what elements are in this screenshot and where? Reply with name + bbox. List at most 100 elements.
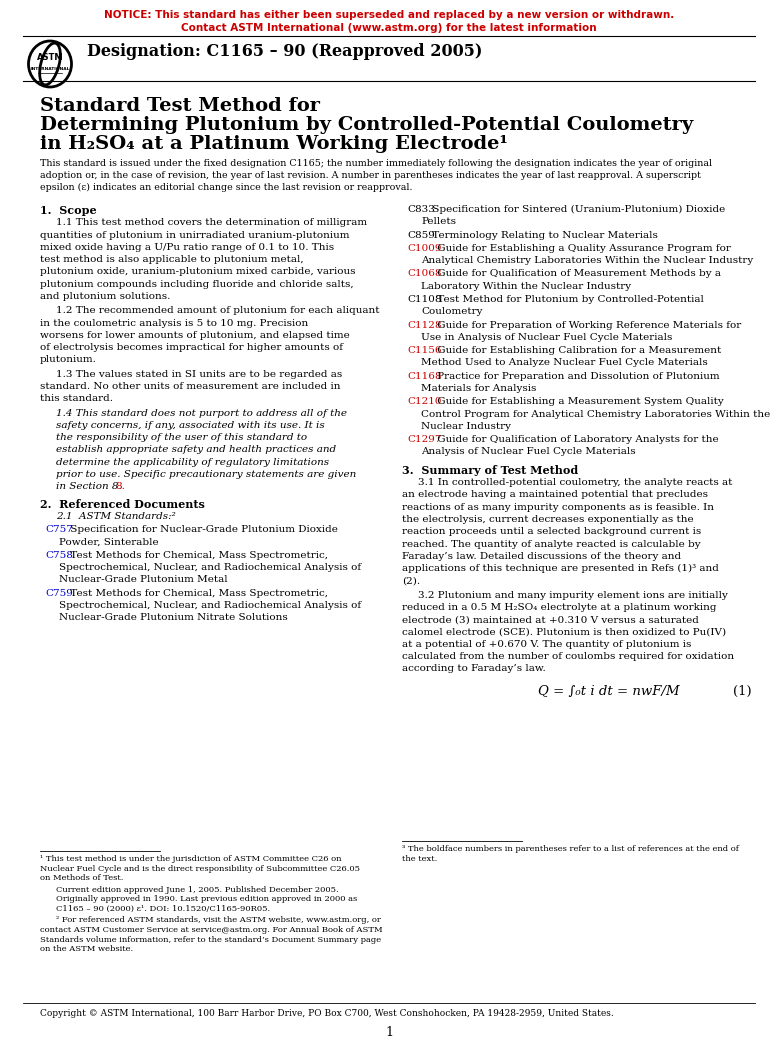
- Text: the electrolysis, current decreases exponentially as the: the electrolysis, current decreases expo…: [402, 515, 694, 524]
- Text: this standard.: this standard.: [40, 395, 113, 403]
- Text: C759: C759: [45, 589, 73, 598]
- Text: Guide for Qualification of Laboratory Analysts for the: Guide for Qualification of Laboratory An…: [434, 435, 719, 445]
- Text: electrode (3) maintained at +0.310 V versus a saturated: electrode (3) maintained at +0.310 V ver…: [402, 615, 699, 625]
- Text: on Methods of Test.: on Methods of Test.: [40, 874, 124, 882]
- Text: Practice for Preparation and Dissolution of Plutonium: Practice for Preparation and Dissolution…: [434, 372, 720, 381]
- Text: contact ASTM Customer Service at service@astm.org. For Annual Book of ASTM: contact ASTM Customer Service at service…: [40, 926, 383, 934]
- Text: 1.2 The recommended amount of plutonium for each aliquant: 1.2 The recommended amount of plutonium …: [56, 306, 380, 315]
- Text: Determining Plutonium by Controlled-Potential Coulometry: Determining Plutonium by Controlled-Pote…: [40, 116, 693, 134]
- Text: C859: C859: [407, 230, 435, 239]
- Text: 1.3 The values stated in SI units are to be regarded as: 1.3 The values stated in SI units are to…: [56, 370, 342, 379]
- Text: Current edition approved June 1, 2005. Published December 2005.: Current edition approved June 1, 2005. P…: [56, 886, 338, 894]
- Text: C1068: C1068: [407, 270, 441, 278]
- Text: Guide for Preparation of Working Reference Materials for: Guide for Preparation of Working Referen…: [434, 321, 741, 330]
- Text: in Section 8.: in Section 8.: [56, 482, 121, 491]
- Text: and plutonium solutions.: and plutonium solutions.: [40, 291, 170, 301]
- Text: ³ The boldface numbers in parentheses refer to a list of references at the end o: ³ The boldface numbers in parentheses re…: [402, 845, 739, 853]
- Text: 3.  Summary of Test Method: 3. Summary of Test Method: [402, 464, 578, 476]
- Text: Control Program for Analytical Chemistry Laboratories Within the: Control Program for Analytical Chemistry…: [421, 409, 770, 418]
- Text: 2.  Referenced Documents: 2. Referenced Documents: [40, 499, 205, 510]
- Text: Copyright © ASTM International, 100 Barr Harbor Drive, PO Box C700, West Conshoh: Copyright © ASTM International, 100 Barr…: [40, 1009, 614, 1018]
- Text: prior to use. Specific precautionary statements are given: prior to use. Specific precautionary sta…: [56, 471, 356, 479]
- Text: ² For referenced ASTM standards, visit the ASTM website, www.astm.org, or: ² For referenced ASTM standards, visit t…: [56, 916, 381, 924]
- Text: Guide for Qualification of Measurement Methods by a: Guide for Qualification of Measurement M…: [434, 270, 721, 278]
- Text: applications of this technique are presented in Refs (1)³ and: applications of this technique are prese…: [402, 564, 719, 574]
- Text: 1.1 This test method covers the determination of milligram: 1.1 This test method covers the determin…: [56, 219, 367, 227]
- Text: reaction proceeds until a selected background current is: reaction proceeds until a selected backg…: [402, 527, 701, 536]
- Text: Materials for Analysis: Materials for Analysis: [421, 384, 536, 393]
- Text: in H₂SO₄ at a Platinum Working Electrode¹: in H₂SO₄ at a Platinum Working Electrode…: [40, 135, 508, 153]
- Text: Nuclear-Grade Plutonium Nitrate Solutions: Nuclear-Grade Plutonium Nitrate Solution…: [59, 613, 288, 623]
- Text: ASTM: ASTM: [37, 52, 63, 61]
- Text: Method Used to Analyze Nuclear Fuel Cycle Materials: Method Used to Analyze Nuclear Fuel Cycl…: [421, 358, 708, 367]
- Text: C757: C757: [45, 526, 73, 534]
- Text: standard. No other units of measurement are included in: standard. No other units of measurement …: [40, 382, 341, 391]
- Text: Test Method for Plutonium by Controlled-Potential: Test Method for Plutonium by Controlled-…: [434, 295, 704, 304]
- Text: in Section: in Section: [56, 482, 112, 491]
- Text: 8.: 8.: [116, 482, 125, 491]
- Text: reactions of as many impurity components as is feasible. In: reactions of as many impurity components…: [402, 503, 714, 511]
- Text: C758: C758: [45, 551, 73, 560]
- Text: C1156: C1156: [407, 347, 441, 355]
- Text: Test Methods for Chemical, Mass Spectrometric,: Test Methods for Chemical, Mass Spectrom…: [67, 551, 328, 560]
- Text: 2.1  ASTM Standards:²: 2.1 ASTM Standards:²: [56, 512, 176, 520]
- Text: epsilon (ε) indicates an editorial change since the last revision or reapproval.: epsilon (ε) indicates an editorial chang…: [40, 183, 412, 193]
- Text: Pellets: Pellets: [421, 218, 456, 226]
- Text: the responsibility of the user of this standard to: the responsibility of the user of this s…: [56, 433, 307, 442]
- Text: Spectrochemical, Nuclear, and Radiochemical Analysis of: Spectrochemical, Nuclear, and Radiochemi…: [59, 601, 361, 610]
- Text: plutonium compounds including fluoride and chloride salts,: plutonium compounds including fluoride a…: [40, 280, 354, 288]
- Text: quantities of plutonium in unirradiated uranium-plutonium: quantities of plutonium in unirradiated …: [40, 230, 349, 239]
- Text: according to Faraday’s law.: according to Faraday’s law.: [402, 664, 545, 674]
- Text: 1.  Scope: 1. Scope: [40, 205, 96, 215]
- Text: at a potential of +0.670 V. The quantity of plutonium is: at a potential of +0.670 V. The quantity…: [402, 640, 692, 649]
- Text: Coulometry: Coulometry: [421, 307, 482, 316]
- Text: test method is also applicable to plutonium metal,: test method is also applicable to pluton…: [40, 255, 303, 264]
- Text: Designation: C1165 – 90 (Reapproved 2005): Designation: C1165 – 90 (Reapproved 2005…: [87, 43, 482, 59]
- Text: Test Methods for Chemical, Mass Spectrometric,: Test Methods for Chemical, Mass Spectrom…: [67, 589, 328, 598]
- Text: C1128: C1128: [407, 321, 441, 330]
- Text: C1297: C1297: [407, 435, 441, 445]
- Text: Guide for Establishing Calibration for a Measurement: Guide for Establishing Calibration for a…: [434, 347, 721, 355]
- Text: Spectrochemical, Nuclear, and Radiochemical Analysis of: Spectrochemical, Nuclear, and Radiochemi…: [59, 563, 361, 573]
- Text: adoption or, in the case of revision, the year of last revision. A number in par: adoption or, in the case of revision, th…: [40, 171, 701, 180]
- Text: This standard is issued under the fixed designation C1165; the number immediatel: This standard is issued under the fixed …: [40, 159, 712, 168]
- Text: Contact ASTM International (www.astm.org) for the latest information: Contact ASTM International (www.astm.org…: [181, 23, 597, 33]
- Text: Q = ∫₀t i dt = nwF/M: Q = ∫₀t i dt = nwF/M: [538, 685, 680, 697]
- Text: C1168: C1168: [407, 372, 441, 381]
- Text: Powder, Sinterable: Powder, Sinterable: [59, 537, 159, 547]
- Text: Analytical Chemistry Laboratories Within the Nuclear Industry: Analytical Chemistry Laboratories Within…: [421, 256, 753, 265]
- Text: Laboratory Within the Nuclear Industry: Laboratory Within the Nuclear Industry: [421, 282, 631, 290]
- Text: Specification for Sintered (Uranium-Plutonium) Dioxide: Specification for Sintered (Uranium-Plut…: [429, 205, 725, 214]
- Text: determine the applicability of regulatory limitations: determine the applicability of regulator…: [56, 458, 329, 466]
- Text: Nuclear Fuel Cycle and is the direct responsibility of Subcommittee C26.05: Nuclear Fuel Cycle and is the direct res…: [40, 865, 360, 872]
- Text: safety concerns, if any, associated with its use. It is: safety concerns, if any, associated with…: [56, 421, 324, 430]
- Text: Originally approved in 1990. Last previous edition approved in 2000 as: Originally approved in 1990. Last previo…: [56, 895, 357, 904]
- Text: an electrode having a maintained potential that precludes: an electrode having a maintained potenti…: [402, 490, 708, 500]
- Text: worsens for lower amounts of plutonium, and elapsed time: worsens for lower amounts of plutonium, …: [40, 331, 350, 339]
- Text: establish appropriate safety and health practices and: establish appropriate safety and health …: [56, 446, 336, 455]
- Text: (1): (1): [733, 685, 752, 697]
- Text: Specification for Nuclear-Grade Plutonium Dioxide: Specification for Nuclear-Grade Plutoniu…: [67, 526, 338, 534]
- Text: of electrolysis becomes impractical for higher amounts of: of electrolysis becomes impractical for …: [40, 344, 343, 352]
- Text: (2).: (2).: [402, 577, 420, 585]
- Text: C833: C833: [407, 205, 435, 214]
- Text: plutonium oxide, uranium-plutonium mixed carbide, various: plutonium oxide, uranium-plutonium mixed…: [40, 268, 356, 277]
- Text: INTERNATIONAL: INTERNATIONAL: [30, 67, 70, 71]
- Text: Standard Test Method for: Standard Test Method for: [40, 97, 320, 115]
- Text: C1210: C1210: [407, 398, 441, 406]
- Text: reached. The quantity of analyte reacted is calculable by: reached. The quantity of analyte reacted…: [402, 539, 701, 549]
- Text: Analysis of Nuclear Fuel Cycle Materials: Analysis of Nuclear Fuel Cycle Materials: [421, 448, 636, 457]
- Text: Guide for Establishing a Quality Assurance Program for: Guide for Establishing a Quality Assuran…: [434, 244, 731, 253]
- Text: C1108: C1108: [407, 295, 441, 304]
- Text: 1.4 This standard does not purport to address all of the: 1.4 This standard does not purport to ad…: [56, 409, 347, 417]
- Text: 3.1 In controlled-potential coulometry, the analyte reacts at: 3.1 In controlled-potential coulometry, …: [418, 478, 732, 487]
- Text: Nuclear-Grade Plutonium Metal: Nuclear-Grade Plutonium Metal: [59, 576, 228, 584]
- Text: in the coulometric analysis is 5 to 10 mg. Precision: in the coulometric analysis is 5 to 10 m…: [40, 319, 308, 328]
- Text: Faraday’s law. Detailed discussions of the theory and: Faraday’s law. Detailed discussions of t…: [402, 552, 681, 561]
- Text: calculated from the number of coulombs required for oxidation: calculated from the number of coulombs r…: [402, 652, 734, 661]
- Text: 1: 1: [385, 1026, 393, 1039]
- Text: mixed oxide having a U/Pu ratio range of 0.1 to 10. This: mixed oxide having a U/Pu ratio range of…: [40, 243, 334, 252]
- Text: the text.: the text.: [402, 855, 437, 863]
- Text: C1165 – 90 (2000) ε¹. DOI: 10.1520/C1165-90R05.: C1165 – 90 (2000) ε¹. DOI: 10.1520/C1165…: [56, 905, 270, 913]
- Text: Use in Analysis of Nuclear Fuel Cycle Materials: Use in Analysis of Nuclear Fuel Cycle Ma…: [421, 333, 672, 341]
